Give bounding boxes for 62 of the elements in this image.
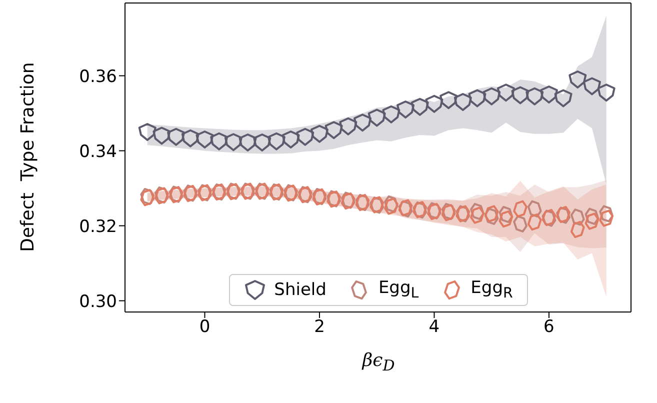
point [568, 70, 587, 88]
x-tick-label: 0 [199, 317, 210, 338]
y-axis-title: Defect Type Fraction [18, 62, 38, 252]
x-axis-title: βϵ$_{D}$ [360, 350, 396, 375]
point [570, 220, 585, 238]
point [384, 195, 398, 213]
point [440, 91, 458, 110]
point [582, 77, 601, 96]
point [167, 128, 186, 146]
x-tick-label: 2 [314, 317, 325, 338]
point [470, 202, 484, 220]
point [470, 206, 484, 224]
point [384, 198, 398, 215]
point [382, 105, 400, 124]
point [210, 132, 228, 150]
point [224, 133, 242, 152]
point [511, 86, 530, 104]
point [526, 87, 544, 106]
point [396, 100, 415, 118]
point [324, 121, 343, 140]
point [181, 129, 200, 148]
point [513, 200, 528, 218]
point [468, 89, 486, 108]
point [354, 114, 372, 132]
point [540, 86, 558, 104]
point [410, 98, 429, 116]
point [599, 205, 614, 222]
point [599, 210, 614, 227]
point [513, 215, 528, 232]
point [482, 87, 501, 106]
point [296, 128, 314, 146]
y-tick-label: 0.36 [79, 66, 117, 87]
point [554, 89, 572, 108]
point [282, 130, 300, 148]
point [527, 213, 542, 231]
point [584, 212, 600, 230]
point [253, 134, 272, 152]
legend-label: Egg$_{L}$ [378, 278, 419, 302]
y-tick-label: 0.34 [79, 142, 117, 162]
y-tick-label: 0.32 [79, 216, 117, 237]
legend-label: Shield [274, 280, 326, 300]
x-tick-label: 4 [428, 317, 440, 338]
point [425, 94, 444, 113]
point [584, 208, 600, 225]
point [527, 200, 542, 218]
legend-label: Egg$_{R}$ [470, 278, 513, 302]
point [570, 208, 585, 226]
point [196, 130, 214, 148]
point [310, 124, 328, 143]
x-tick-label: 6 [544, 317, 554, 338]
point [496, 84, 515, 102]
point [152, 126, 171, 145]
point [498, 210, 514, 228]
y-tick-label: 0.30 [79, 292, 117, 312]
point [238, 134, 257, 152]
point [498, 206, 514, 224]
point [267, 132, 286, 150]
point [339, 117, 358, 136]
point [454, 93, 472, 111]
point [368, 108, 386, 127]
point [138, 123, 156, 141]
point [597, 84, 616, 102]
